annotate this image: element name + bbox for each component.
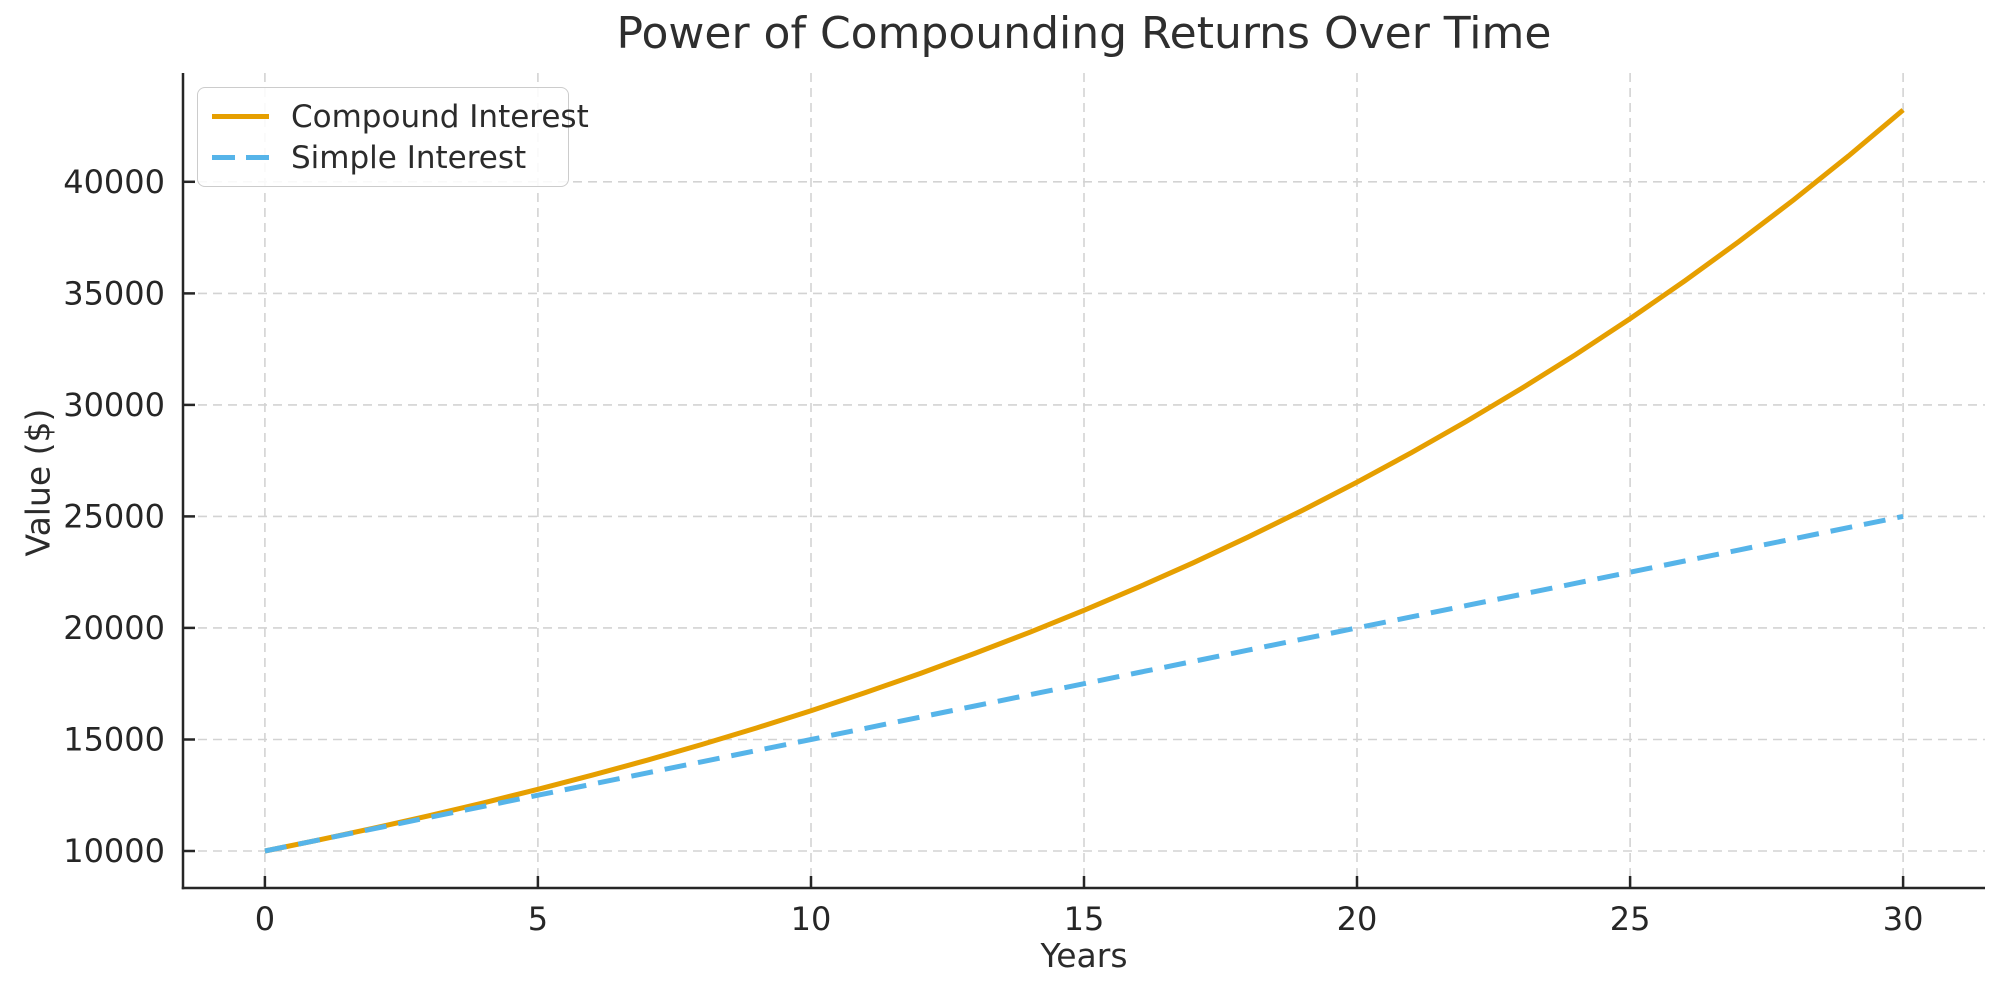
x-tick-label: 5 <box>528 900 548 938</box>
series-line <box>264 513 1904 854</box>
y-tick-label: 25000 <box>63 497 165 535</box>
y-tick-label: 20000 <box>63 609 165 647</box>
y-tick-label: 35000 <box>63 274 165 312</box>
simple-line-swatch-icon <box>212 155 269 160</box>
series-line <box>264 108 1905 854</box>
legend-item-simple: Simple Interest <box>212 140 554 176</box>
legend-item-compound: Compound Interest <box>212 99 589 135</box>
x-tick-label: 10 <box>791 900 832 938</box>
x-tick-label: 20 <box>1337 900 1378 938</box>
y-tick-label: 10000 <box>63 832 165 870</box>
x-axis-label: Years <box>1040 936 1128 975</box>
legend: Compound Interest Simple Interest <box>197 87 589 187</box>
y-tick-label: 30000 <box>63 386 165 424</box>
y-tick-label: 15000 <box>63 721 165 759</box>
y-tick-label: 40000 <box>63 163 165 201</box>
chart-title: Power of Compounding Returns Over Time <box>616 8 1552 59</box>
x-tick-label: 0 <box>255 900 275 938</box>
x-tick-label: 25 <box>1610 900 1651 938</box>
legend-label-simple: Simple Interest <box>291 139 527 176</box>
x-tick-label: 30 <box>1883 900 1924 938</box>
x-tick-label: 15 <box>1064 900 1105 938</box>
compound-line-swatch-icon <box>212 114 269 119</box>
y-axis-label: Value ($) <box>18 408 58 557</box>
legend-label-compound: Compound Interest <box>291 98 589 135</box>
